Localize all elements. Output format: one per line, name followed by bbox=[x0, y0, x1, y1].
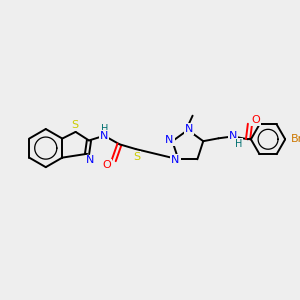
Text: N: N bbox=[86, 155, 94, 166]
Text: O: O bbox=[251, 115, 260, 125]
Text: N: N bbox=[229, 131, 237, 141]
Text: Br: Br bbox=[290, 134, 300, 144]
Text: S: S bbox=[133, 152, 140, 162]
Text: S: S bbox=[71, 120, 78, 130]
Text: O: O bbox=[103, 160, 112, 170]
Text: N: N bbox=[184, 124, 193, 134]
Text: N: N bbox=[100, 131, 108, 141]
Text: H: H bbox=[100, 124, 108, 134]
Text: H: H bbox=[235, 139, 242, 149]
Text: N: N bbox=[171, 155, 180, 165]
Text: N: N bbox=[165, 135, 174, 145]
